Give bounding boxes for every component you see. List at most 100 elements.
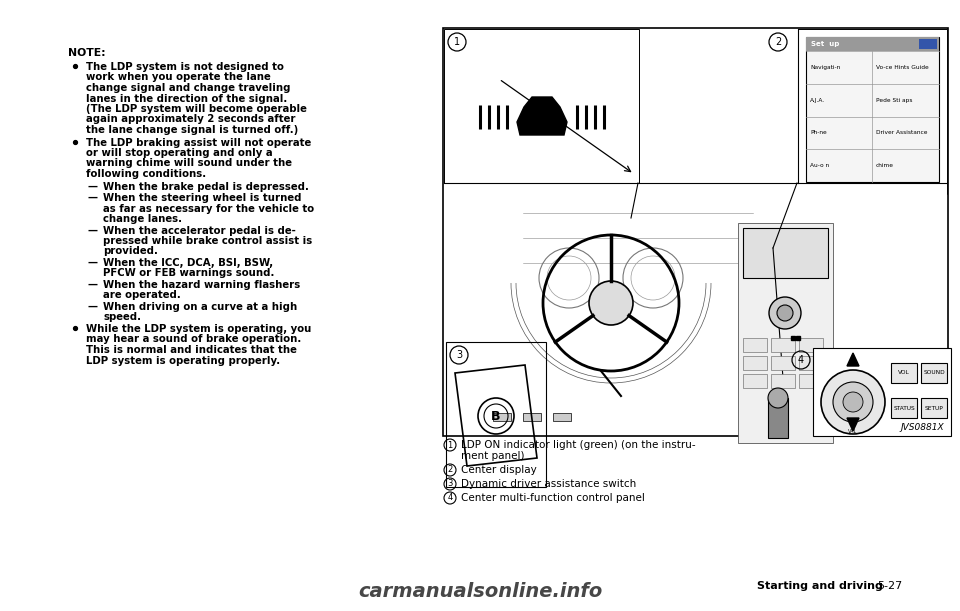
Bar <box>553 413 571 421</box>
Text: speed.: speed. <box>103 312 141 323</box>
Text: may hear a sound of brake operation.: may hear a sound of brake operation. <box>86 334 301 345</box>
Text: provided.: provided. <box>103 246 157 257</box>
Bar <box>806 37 939 182</box>
Text: pressed while brake control assist is: pressed while brake control assist is <box>103 236 312 246</box>
Text: 1: 1 <box>454 37 460 47</box>
Text: following conditions.: following conditions. <box>86 169 206 179</box>
Circle shape <box>833 382 873 422</box>
Text: VAL: VAL <box>849 429 857 434</box>
Bar <box>743 338 767 352</box>
Text: —: — <box>88 258 98 268</box>
Text: Dynamic driver assistance switch: Dynamic driver assistance switch <box>461 479 636 489</box>
Bar <box>444 183 947 435</box>
Text: The LDP system is not designed to: The LDP system is not designed to <box>86 62 284 72</box>
Text: —: — <box>88 193 98 203</box>
Text: 1: 1 <box>447 441 452 450</box>
Bar <box>738 223 833 443</box>
Text: 4: 4 <box>447 494 452 502</box>
Text: Set  up: Set up <box>811 41 839 47</box>
Circle shape <box>843 392 863 412</box>
Text: 3: 3 <box>456 350 462 360</box>
Text: 5-27: 5-27 <box>877 581 902 591</box>
Polygon shape <box>847 418 859 431</box>
Text: Center display: Center display <box>461 465 537 475</box>
Text: SOUND: SOUND <box>924 370 945 376</box>
Text: warning chime will sound under the: warning chime will sound under the <box>86 158 292 169</box>
Bar <box>799 356 823 370</box>
Text: carmanualsonline.info: carmanualsonline.info <box>358 582 602 601</box>
Text: again approximately 2 seconds after: again approximately 2 seconds after <box>86 114 296 125</box>
Bar <box>743 228 828 278</box>
Bar <box>798 29 947 194</box>
Bar <box>771 338 795 352</box>
Text: change signal and change traveling: change signal and change traveling <box>86 83 291 93</box>
Text: JVS0881X: JVS0881X <box>900 423 944 432</box>
Circle shape <box>768 388 788 408</box>
Text: —: — <box>88 225 98 235</box>
Text: —: — <box>88 181 98 191</box>
Bar <box>891 398 917 418</box>
Bar <box>891 363 917 383</box>
Text: work when you operate the lane: work when you operate the lane <box>86 73 271 82</box>
Text: A.J.A.: A.J.A. <box>810 98 826 103</box>
Polygon shape <box>517 97 567 135</box>
Text: VOL: VOL <box>899 370 910 376</box>
Text: chime: chime <box>876 163 894 168</box>
Bar <box>444 29 639 184</box>
Text: Center multi-function control panel: Center multi-function control panel <box>461 493 645 503</box>
Text: Au-o n: Au-o n <box>810 163 829 168</box>
Text: are operated.: are operated. <box>103 290 180 301</box>
Circle shape <box>777 305 793 321</box>
Bar <box>799 374 823 388</box>
Bar <box>919 39 937 49</box>
Bar <box>523 413 541 421</box>
Text: B: B <box>492 409 501 422</box>
Text: (The LDP system will become operable: (The LDP system will become operable <box>86 104 307 114</box>
Bar <box>806 37 939 51</box>
Text: Vo-ce Hints Guide: Vo-ce Hints Guide <box>876 65 928 70</box>
Bar <box>743 374 767 388</box>
Text: 4: 4 <box>798 355 804 365</box>
Bar <box>813 348 951 436</box>
Text: 2: 2 <box>447 466 452 475</box>
Text: the lane change signal is turned off.): the lane change signal is turned off.) <box>86 125 299 135</box>
Text: SETUP: SETUP <box>924 406 944 411</box>
Text: When the steering wheel is turned: When the steering wheel is turned <box>103 193 301 203</box>
Circle shape <box>821 370 885 434</box>
Circle shape <box>769 297 801 329</box>
Text: When the accelerator pedal is de-: When the accelerator pedal is de- <box>103 225 296 235</box>
Text: 3: 3 <box>447 480 453 489</box>
Circle shape <box>589 281 633 325</box>
Text: Driver Assistance: Driver Assistance <box>876 130 927 136</box>
Text: change lanes.: change lanes. <box>103 214 182 224</box>
Bar <box>921 398 947 418</box>
Text: LDP ON indicator light (green) (on the instru-: LDP ON indicator light (green) (on the i… <box>461 440 696 450</box>
Text: While the LDP system is operating, you: While the LDP system is operating, you <box>86 324 311 334</box>
Text: When the hazard warning flashers: When the hazard warning flashers <box>103 280 300 290</box>
Text: NOTE:: NOTE: <box>68 48 106 58</box>
Text: PFCW or FEB warnings sound.: PFCW or FEB warnings sound. <box>103 268 275 279</box>
Bar <box>443 28 948 436</box>
Bar <box>493 413 511 421</box>
Text: When the ICC, DCA, BSI, BSW,: When the ICC, DCA, BSI, BSW, <box>103 258 274 268</box>
Bar <box>771 356 795 370</box>
Bar <box>743 356 767 370</box>
Text: Ph-ne: Ph-ne <box>810 130 827 136</box>
Text: LDP system is operating properly.: LDP system is operating properly. <box>86 356 280 365</box>
Polygon shape <box>847 353 859 366</box>
Text: —: — <box>88 280 98 290</box>
Bar <box>771 374 795 388</box>
Text: or will stop operating and only a: or will stop operating and only a <box>86 148 273 158</box>
Text: as far as necessary for the vehicle to: as far as necessary for the vehicle to <box>103 203 314 213</box>
Bar <box>768 398 788 438</box>
Bar <box>446 342 546 487</box>
Bar <box>799 338 823 352</box>
Bar <box>921 363 947 383</box>
Text: lanes in the direction of the signal.: lanes in the direction of the signal. <box>86 93 287 103</box>
Text: —: — <box>88 302 98 312</box>
Text: ment panel): ment panel) <box>461 451 524 461</box>
Text: 2: 2 <box>775 37 781 47</box>
Text: This is normal and indicates that the: This is normal and indicates that the <box>86 345 297 355</box>
Text: Navigati-n: Navigati-n <box>810 65 840 70</box>
Text: When driving on a curve at a high: When driving on a curve at a high <box>103 302 298 312</box>
